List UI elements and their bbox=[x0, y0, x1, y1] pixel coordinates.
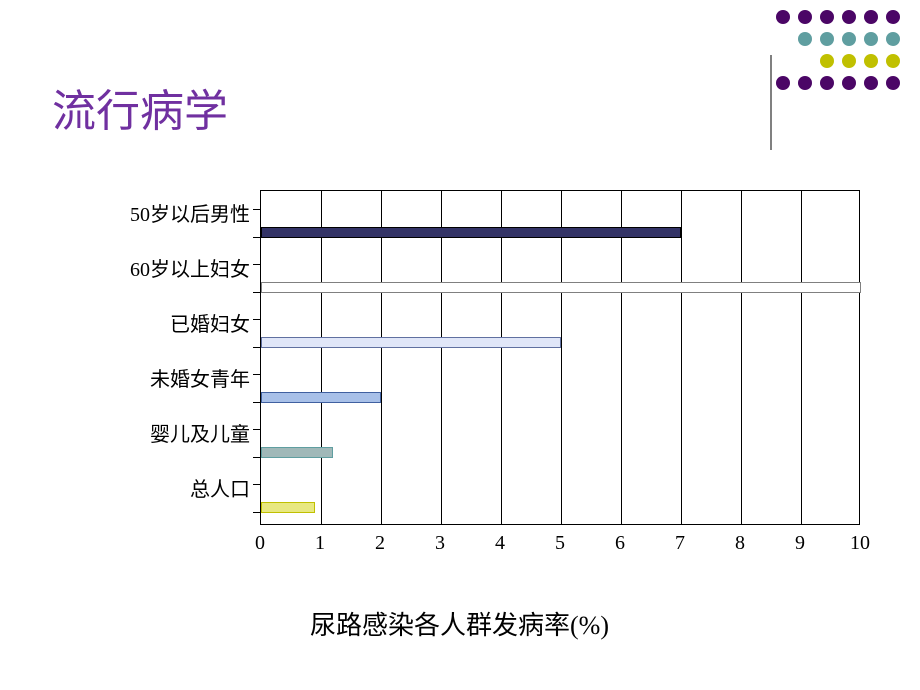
chart-bar bbox=[261, 337, 561, 348]
chart-gridline bbox=[621, 191, 622, 524]
y-tick bbox=[253, 319, 260, 320]
y-category-label: 未婚女青年 bbox=[150, 363, 250, 392]
decoration-dot bbox=[842, 10, 856, 24]
bar-chart: 01234567891050岁以后男性60岁以上妇女已婚妇女未婚女青年婴儿及儿童… bbox=[80, 190, 860, 570]
decoration-dot bbox=[820, 76, 834, 90]
decoration-dot bbox=[776, 10, 790, 24]
decoration-dot bbox=[798, 76, 812, 90]
dot-row bbox=[776, 54, 900, 68]
x-tick-label: 3 bbox=[435, 532, 445, 555]
chart-plot-area bbox=[260, 190, 860, 525]
chart-gridline bbox=[381, 191, 382, 524]
chart-gridline bbox=[801, 191, 802, 524]
chart-bar bbox=[261, 447, 333, 458]
decoration-dot bbox=[820, 32, 834, 46]
y-tick bbox=[253, 264, 260, 265]
chart-gridline bbox=[501, 191, 502, 524]
x-tick-label: 8 bbox=[735, 532, 745, 555]
chart-gridline bbox=[561, 191, 562, 524]
dot-row bbox=[776, 76, 900, 90]
chart-gridline bbox=[321, 191, 322, 524]
x-tick-label: 7 bbox=[675, 532, 685, 555]
dot-row bbox=[776, 10, 900, 24]
x-tick-label: 0 bbox=[255, 532, 265, 555]
y-tick-minor bbox=[253, 402, 260, 403]
x-tick-label: 10 bbox=[850, 532, 870, 555]
page-title: 流行病学 bbox=[52, 75, 228, 139]
decoration-dot bbox=[798, 32, 812, 46]
y-category-label: 50岁以后男性 bbox=[130, 198, 250, 227]
decoration-dot bbox=[798, 10, 812, 24]
y-tick-minor bbox=[253, 237, 260, 238]
chart-bar bbox=[261, 392, 381, 403]
decoration-dot bbox=[820, 10, 834, 24]
y-tick bbox=[253, 429, 260, 430]
chart-bar bbox=[261, 502, 315, 513]
title-divider bbox=[770, 55, 772, 150]
x-tick-label: 6 bbox=[615, 532, 625, 555]
x-tick-label: 9 bbox=[795, 532, 805, 555]
decoration-dot bbox=[820, 54, 834, 68]
decoration-dot bbox=[842, 54, 856, 68]
chart-gridline bbox=[681, 191, 682, 524]
y-category-label: 总人口 bbox=[190, 473, 250, 502]
x-tick-label: 4 bbox=[495, 532, 505, 555]
y-tick-minor bbox=[253, 457, 260, 458]
decoration-dot bbox=[886, 32, 900, 46]
y-tick bbox=[253, 484, 260, 485]
chart-bar bbox=[261, 227, 681, 238]
y-tick bbox=[253, 209, 260, 210]
decoration-dot bbox=[864, 54, 878, 68]
chart-gridline bbox=[441, 191, 442, 524]
dots-decoration bbox=[776, 10, 900, 98]
y-category-label: 已婚妇女 bbox=[170, 308, 250, 337]
x-tick-label: 2 bbox=[375, 532, 385, 555]
decoration-dot bbox=[864, 32, 878, 46]
x-tick-label: 5 bbox=[555, 532, 565, 555]
chart-caption: 尿路感染各人群发病率(%) bbox=[310, 605, 609, 642]
decoration-dot bbox=[864, 76, 878, 90]
y-category-label: 婴儿及儿童 bbox=[150, 418, 250, 447]
dot-row bbox=[776, 32, 900, 46]
chart-bar bbox=[261, 282, 861, 293]
decoration-dot bbox=[886, 10, 900, 24]
y-tick-minor bbox=[253, 512, 260, 513]
y-tick-minor bbox=[253, 292, 260, 293]
decoration-dot bbox=[776, 76, 790, 90]
chart-gridline bbox=[741, 191, 742, 524]
decoration-dot bbox=[864, 10, 878, 24]
decoration-dot bbox=[886, 54, 900, 68]
slide: 流行病学 0 1 2 3 4 5 6 7 8 9 10 50岁以后男性 60岁以上妇女已婚妇女未婚女青年… bbox=[0, 0, 920, 690]
decoration-dot bbox=[842, 76, 856, 90]
y-tick-minor bbox=[253, 347, 260, 348]
x-tick-label: 1 bbox=[315, 532, 325, 555]
decoration-dot bbox=[842, 32, 856, 46]
y-tick bbox=[253, 374, 260, 375]
decoration-dot bbox=[886, 76, 900, 90]
y-category-label: 60岁以上妇女 bbox=[130, 253, 250, 282]
